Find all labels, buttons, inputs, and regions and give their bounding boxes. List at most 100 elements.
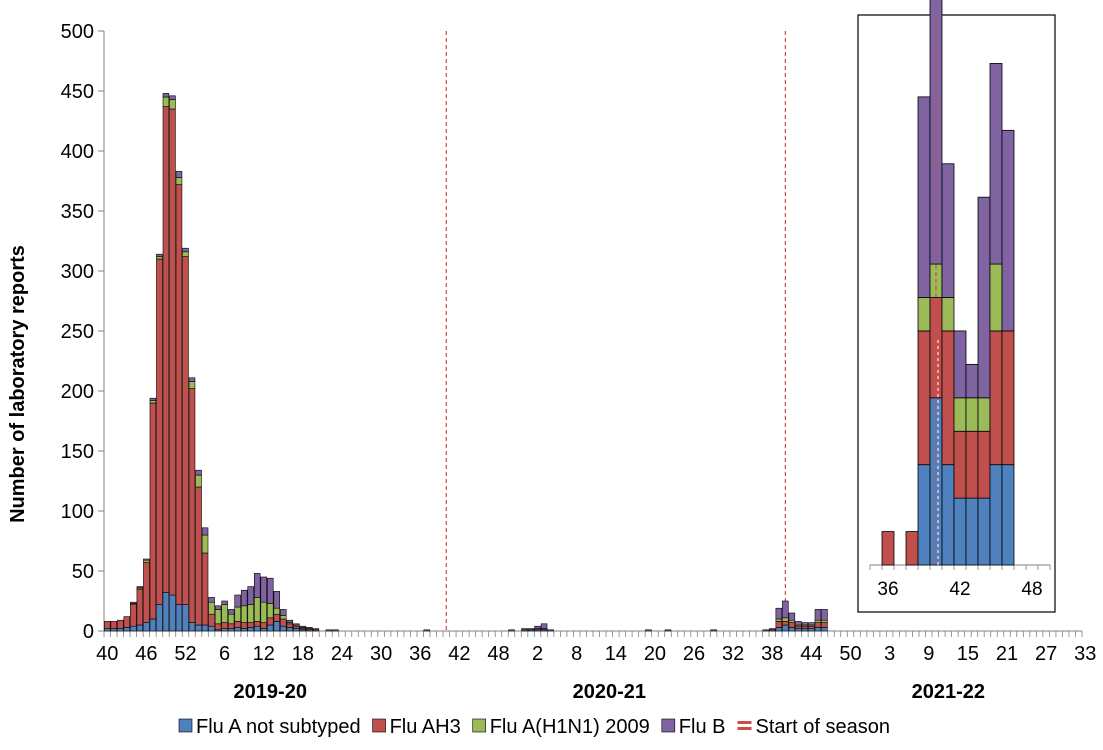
legend-label: Flu B	[679, 716, 726, 738]
legend-swatch-line-top	[737, 721, 752, 724]
bar-segment	[240, 622, 248, 629]
bar-segment	[293, 625, 300, 629]
bar-segment	[221, 604, 228, 623]
bar-segment	[540, 623, 548, 629]
bar-segment	[286, 623, 294, 628]
inset-bar-segment	[977, 430, 991, 499]
legend-label: Flu A not subtyped	[196, 716, 361, 738]
bar-segment	[156, 258, 163, 605]
bar-segment	[795, 628, 802, 632]
inset-bar-segment	[977, 497, 991, 566]
bar-segment	[253, 621, 261, 627]
bar-segment	[280, 618, 287, 627]
inset-bar-segment	[977, 196, 991, 399]
x-tick-label: 50	[839, 643, 861, 665]
bar-segment	[214, 609, 222, 625]
bar-segment	[325, 629, 333, 632]
y-tick-label: 200	[61, 381, 94, 403]
x-tick-label: 48	[487, 643, 509, 665]
inset-bar-segment	[953, 497, 967, 566]
bar-segment	[175, 177, 183, 185]
bar-segment	[234, 621, 241, 628]
x-tick-label: 30	[370, 643, 392, 665]
inset-bar-segment	[941, 163, 955, 298]
bar-segment	[221, 622, 228, 629]
bar-segment	[280, 625, 287, 632]
bar-segment	[169, 594, 176, 632]
bar-segment	[227, 613, 235, 625]
season-start-lines	[445, 31, 786, 631]
bar-segment	[156, 256, 163, 260]
bar-segment	[136, 586, 144, 589]
y-tick-label: 350	[61, 201, 94, 223]
bar-segment	[104, 621, 111, 629]
bar-segment	[143, 558, 150, 561]
bar-segment	[808, 625, 815, 629]
bar-segment	[221, 600, 228, 605]
bar-segment	[508, 629, 515, 632]
bar-segment	[801, 628, 809, 632]
bar-segment	[814, 622, 822, 628]
bar-segment	[240, 605, 248, 623]
bar-segment	[814, 609, 822, 621]
season-label: 2020-21	[573, 681, 646, 703]
bar-segment	[169, 108, 176, 596]
bar-segment	[280, 615, 287, 620]
bar-segment	[117, 619, 124, 629]
bar-segment	[208, 613, 215, 627]
bar-segment	[710, 629, 717, 632]
x-tick-label: 20	[644, 643, 666, 665]
bar-segment	[788, 619, 796, 623]
y-tick-label: 300	[61, 261, 94, 283]
bar-segment	[821, 619, 828, 623]
bar-segment	[280, 609, 287, 616]
x-tick-label: 27	[1035, 643, 1057, 665]
bar-segment	[188, 381, 196, 389]
x-tick-label: 18	[292, 643, 314, 665]
bar-segment	[188, 377, 196, 382]
season-label: 2021-22	[912, 681, 985, 703]
bar-segment	[195, 469, 202, 476]
bar-segment	[188, 622, 196, 632]
inset-bar-segment	[989, 464, 1003, 566]
bar-segment	[136, 588, 144, 626]
legend-label: Start of season	[755, 716, 890, 738]
bar-segment	[664, 629, 672, 632]
bar-segment	[208, 625, 215, 632]
x-tick-label: 24	[331, 643, 353, 665]
legend: Flu A not subtyped Flu AH3 Flu A(H1N1) 200…	[178, 716, 890, 738]
bar-segment	[240, 589, 248, 607]
bar-segment	[156, 604, 163, 632]
legend-label: Flu A(H1N1) 2009	[490, 716, 650, 738]
bar-segment	[247, 586, 254, 605]
y-axis: 0 50 100 150 200 250 300 350 400 450 500	[61, 21, 105, 643]
x-tick-label: 15	[957, 643, 979, 665]
bar-segment	[547, 629, 554, 632]
bar-segment	[769, 628, 776, 631]
bar-segment	[221, 628, 228, 632]
bar-segment	[814, 627, 822, 632]
y-tick-label: 250	[61, 321, 94, 343]
x-tick-label: 33	[1074, 643, 1096, 665]
bar-segment	[273, 621, 281, 632]
bar-segment	[162, 96, 170, 107]
bar-segment	[775, 627, 783, 632]
bar-segment	[273, 591, 281, 609]
inset-bar-segment	[917, 464, 931, 566]
inset-bar-segment	[989, 330, 1003, 466]
x-tick-label: 40	[96, 643, 118, 665]
bar-segment	[795, 621, 802, 626]
x-tick-label: 52	[174, 643, 196, 665]
inset-bar-segment	[953, 430, 967, 499]
bar-segment	[143, 622, 150, 632]
bar-segment	[527, 628, 535, 631]
inset-bar-segment	[965, 363, 979, 399]
bar-segment	[260, 576, 267, 603]
bar-segment	[795, 625, 802, 629]
bar-segment	[273, 607, 281, 615]
bar-segment	[208, 601, 215, 615]
bar-segment	[169, 99, 176, 110]
x-tick-label: 6	[219, 643, 230, 665]
inset-bar-segment	[1001, 129, 1015, 332]
